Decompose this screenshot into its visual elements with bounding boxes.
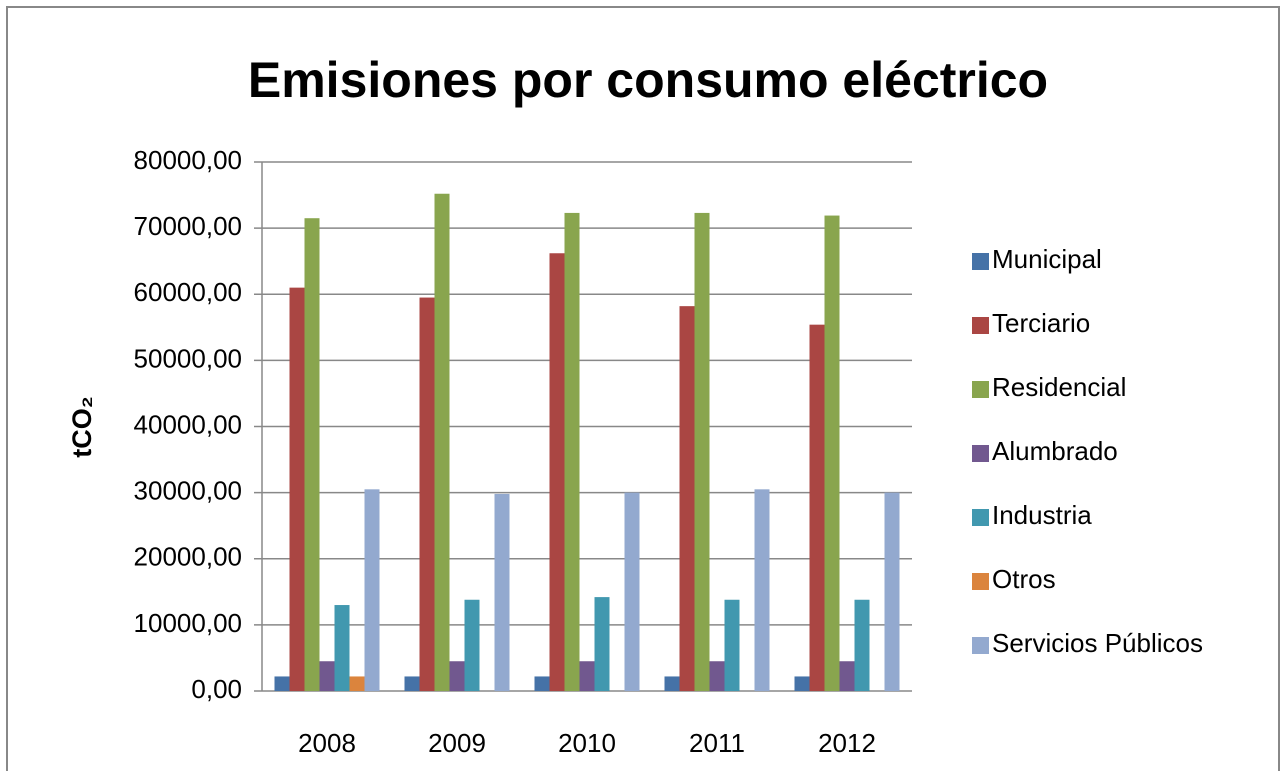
legend-label: Terciario — [992, 308, 1090, 338]
bar — [794, 676, 810, 691]
legend-swatch — [972, 445, 989, 462]
legend-label: Industria — [992, 500, 1092, 530]
y-tick-label: 50000,00 — [134, 343, 242, 373]
bar — [434, 193, 450, 692]
x-tick-label: 2010 — [558, 728, 616, 758]
bar — [494, 493, 510, 691]
y-tick-label: 70000,00 — [134, 211, 242, 241]
chart-frame — [6, 6, 1280, 771]
bar — [419, 297, 435, 691]
bar — [304, 218, 320, 692]
bar — [839, 661, 855, 691]
bar — [464, 599, 480, 691]
bar — [334, 605, 350, 691]
chart-title: Emisiones por consumo eléctrico — [248, 52, 1048, 108]
legend-label: Municipal — [992, 244, 1102, 274]
bar — [624, 492, 640, 691]
bar — [349, 676, 365, 691]
x-tick-label: 2011 — [689, 728, 745, 758]
legend-swatch — [972, 381, 989, 398]
bar — [724, 599, 740, 691]
y-axis-label: tCO₂ — [67, 396, 97, 458]
y-tick-label: 80000,00 — [134, 145, 242, 175]
bar — [679, 306, 695, 691]
bar — [404, 676, 420, 691]
bar — [884, 492, 900, 691]
legend-swatch — [972, 253, 989, 270]
legend-swatch — [972, 509, 989, 526]
bar — [579, 661, 595, 691]
bar — [594, 597, 610, 691]
bar — [549, 253, 565, 691]
legend-label: Alumbrado — [992, 436, 1118, 466]
x-tick-label: 2008 — [298, 728, 356, 758]
y-tick-label: 40000,00 — [134, 409, 242, 439]
legend-label: Otros — [992, 564, 1056, 594]
bar — [449, 661, 465, 691]
x-tick-label: 2012 — [818, 728, 876, 758]
bar — [824, 215, 840, 691]
bar — [694, 212, 710, 691]
legend-swatch — [972, 573, 989, 590]
y-tick-label: 0,00 — [191, 674, 242, 704]
y-tick-label: 20000,00 — [134, 542, 242, 572]
y-tick-label: 60000,00 — [134, 277, 242, 307]
bar — [364, 489, 380, 691]
bar — [809, 324, 825, 691]
bar — [564, 212, 580, 691]
bar — [709, 661, 725, 691]
bar — [289, 287, 305, 691]
bar — [754, 489, 770, 691]
bar — [664, 676, 680, 691]
bar — [274, 676, 290, 691]
x-tick-label: 2009 — [428, 728, 486, 758]
legend-swatch — [972, 637, 989, 654]
y-tick-label: 30000,00 — [134, 476, 242, 506]
bar — [854, 599, 870, 691]
legend-label: Servicios Públicos — [992, 628, 1203, 658]
legend-swatch — [972, 317, 989, 334]
bar — [534, 676, 550, 691]
bar — [319, 661, 335, 691]
legend-label: Residencial — [992, 372, 1126, 402]
y-tick-label: 10000,00 — [134, 608, 242, 638]
